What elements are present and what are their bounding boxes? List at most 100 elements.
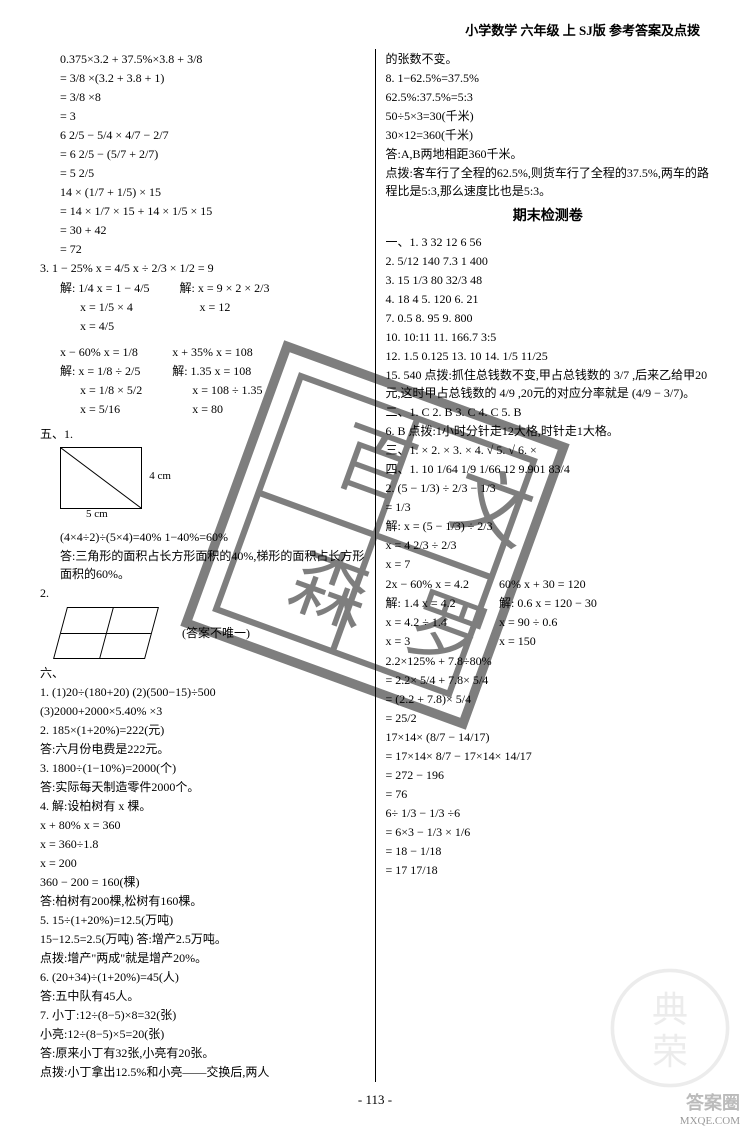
text: = 14 × 1/7 × 15 + 14 × 1/5 × 15 <box>60 202 365 220</box>
text: 答:原来小丁有32张,小亮有20张。 <box>40 1044 365 1062</box>
text: x = 1/8 × 5/2 <box>60 381 142 399</box>
text: = 72 <box>60 240 365 258</box>
text: 2x − 60% x = 4.2 <box>386 575 470 593</box>
text: x = 360÷1.8 <box>40 835 365 853</box>
text: 答:柏树有200棵,松树有160棵。 <box>40 892 365 910</box>
section-6: 六、 <box>40 664 365 682</box>
text: = 76 <box>386 785 711 803</box>
text: 6÷ 1/3 − 1/3 ÷6 <box>386 804 711 822</box>
text: x = 1/5 × 4 <box>60 298 150 316</box>
text: x = 3 <box>386 632 470 650</box>
section-5: 五、1. <box>40 425 365 443</box>
page-number: - 113 - <box>30 1092 720 1108</box>
text: 15. 540 点拨:抓住总钱数不变,甲占总钱数的 3/7 ,后来乙给甲20元,… <box>386 366 711 402</box>
right-column: 的张数不变。 8. 1−62.5%=37.5% 62.5%:37.5%=5:3 … <box>376 49 721 1082</box>
text: 12. 1.5 0.125 13. 10 14. 1/5 11/25 <box>386 347 711 365</box>
text: = 3 <box>60 107 365 125</box>
text: 解: x = (5 − 1/3) ÷ 2/3 <box>386 517 711 535</box>
text: 解: 1/4 x = 1 − 4/5 <box>60 279 150 297</box>
text: x = 4/5 <box>60 317 150 335</box>
text: x = 108 ÷ 1.35 <box>172 381 262 399</box>
text: 答:六月份电费是222元。 <box>40 740 365 758</box>
text: 点拨:小丁拿出12.5%和小亮——交换后,两人 <box>40 1063 365 1081</box>
text: = 6×3 − 1/3 × 1/6 <box>386 823 711 841</box>
page-header: 小学数学 六年级 上 SJ版 参考答案及点拨 <box>30 20 720 39</box>
text: x = 5/16 <box>60 400 142 418</box>
text: 解: x = 9 × 2 × 2/3 <box>180 279 270 297</box>
text: x = 200 <box>40 854 365 872</box>
text: 解: 1.4 x = 4.2 <box>386 594 470 612</box>
text: 答:实际每天制造零件2000个。 <box>40 778 365 796</box>
corner-seal-icon: 典 荣 <box>610 968 730 1088</box>
text: 答:三角形的面积占长方形面积的40%,梯形的面积占长方形面积的60%。 <box>40 547 365 583</box>
text: = 17 17/18 <box>386 861 711 879</box>
text: = 25/2 <box>386 709 711 727</box>
text: 一、1. 3 32 12 6 56 <box>386 233 711 251</box>
text: 62.5%:37.5%=5:3 <box>386 88 711 106</box>
svg-text:荣: 荣 <box>652 1032 688 1072</box>
note: (答案不唯一) <box>182 624 250 642</box>
text: 点拨:增产"两成"就是增产20%。 <box>40 949 365 967</box>
text: = 3/8 ×(3.2 + 3.8 + 1) <box>60 69 365 87</box>
text: 3. 15 1/3 80 32/3 48 <box>386 271 711 289</box>
corner-url: MXQE.COM <box>680 1115 740 1128</box>
label: 5 cm <box>86 506 108 523</box>
text: 60% x + 30 = 120 <box>499 575 597 593</box>
text: = 18 − 1/18 <box>386 842 711 860</box>
text: 二、1. C 2. B 3. C 4. C 5. B <box>386 403 711 421</box>
text: = 17×14× 8/7 − 17×14× 14/17 <box>386 747 711 765</box>
text: 6. B 点拨:1小时分针走12大格,时针走1大格。 <box>386 422 711 440</box>
text: 答:A,B两地相距360千米。 <box>386 145 711 163</box>
text: 答:五中队有45人。 <box>40 987 365 1005</box>
text: 15−12.5=2.5(万吨) 答:增产2.5万吨。 <box>40 930 365 948</box>
text: 1. (1)20÷(180+20) (2)(500−15)÷500 <box>40 683 365 701</box>
exam-title: 期末检测卷 <box>386 206 711 227</box>
text: 30×12=360(千米) <box>386 126 711 144</box>
text: 解: x = 1/8 ÷ 2/5 <box>60 362 142 380</box>
text: x = 4 2/3 ÷ 2/3 <box>386 536 711 554</box>
text: 7. 小丁:12÷(8−5)×8=32(张) <box>40 1006 365 1024</box>
item-3-head: 3. 1 − 25% x = 4/5 x ÷ 2/3 × 1/2 = 9 <box>40 259 365 277</box>
text: x = 7 <box>386 555 711 573</box>
rectangle-diagram: 4 cm 5 cm <box>60 447 142 509</box>
text: x + 80% x = 360 <box>40 816 365 834</box>
text: (4×4÷2)÷(5×4)=40% 1−40%=60% <box>40 528 365 546</box>
text: x = 80 <box>172 400 262 418</box>
svg-text:典: 典 <box>652 990 688 1030</box>
text: 2. 5/12 140 7.3 1 400 <box>386 252 711 270</box>
text: x + 35% x = 108 <box>172 343 262 361</box>
text: 6 2/5 − 5/4 × 4/7 − 2/7 <box>60 126 365 144</box>
text: 2. (5 − 1/3) ÷ 2/3 − 1/3 <box>386 479 711 497</box>
text: 点拨:客车行了全程的62.5%,则货车行了全程的37.5%,两车的路程比是5:3… <box>386 164 711 200</box>
parallelogram-diagram <box>53 607 159 659</box>
text: 5. 15÷(1+20%)=12.5(万吨) <box>40 911 365 929</box>
text: = 272 − 196 <box>386 766 711 784</box>
text: 四、1. 10 1/64 1/9 1/66 12 9.901 83/4 <box>386 460 711 478</box>
text: 0.375×3.2 + 37.5%×3.8 + 3/8 <box>60 50 365 68</box>
text: 17×14× (8/7 − 14/17) <box>386 728 711 746</box>
text: x = 12 <box>180 298 270 316</box>
text: = 2.2× 5/4 + 7.8× 5/4 <box>386 671 711 689</box>
text: x = 90 ÷ 0.6 <box>499 613 597 631</box>
text: 6. (20+34)÷(1+20%)=45(人) <box>40 968 365 986</box>
text: 4. 18 4 5. 120 6. 21 <box>386 290 711 308</box>
text: = 6 2/5 − (5/7 + 2/7) <box>60 145 365 163</box>
text: = 1/3 <box>386 498 711 516</box>
text: 50÷5×3=30(千米) <box>386 107 711 125</box>
text: = 30 + 42 <box>60 221 365 239</box>
text: 4. 解:设柏树有 x 棵。 <box>40 797 365 815</box>
corner-text: 答案圈 <box>680 1093 740 1115</box>
text: x = 150 <box>499 632 597 650</box>
text: 360 − 200 = 160(棵) <box>40 873 365 891</box>
text: 2.2×125% + 7.8÷80% <box>386 652 711 670</box>
text: 2. 185×(1+20%)=222(元) <box>40 721 365 739</box>
text: 小亮:12÷(8−5)×5=20(张) <box>40 1025 365 1043</box>
corner-watermark: 答案圈 MXQE.COM <box>680 1093 740 1128</box>
label: 4 cm <box>149 468 171 485</box>
text: 解: 1.35 x = 108 <box>172 362 262 380</box>
text: 14 × (1/7 + 1/5) × 15 <box>60 183 365 201</box>
text: 7. 0.5 8. 95 9. 800 <box>386 309 711 327</box>
text: 3. 1800÷(1−10%)=2000(个) <box>40 759 365 777</box>
text: = 5 2/5 <box>60 164 365 182</box>
text: = (2.2 + 7.8)× 5/4 <box>386 690 711 708</box>
